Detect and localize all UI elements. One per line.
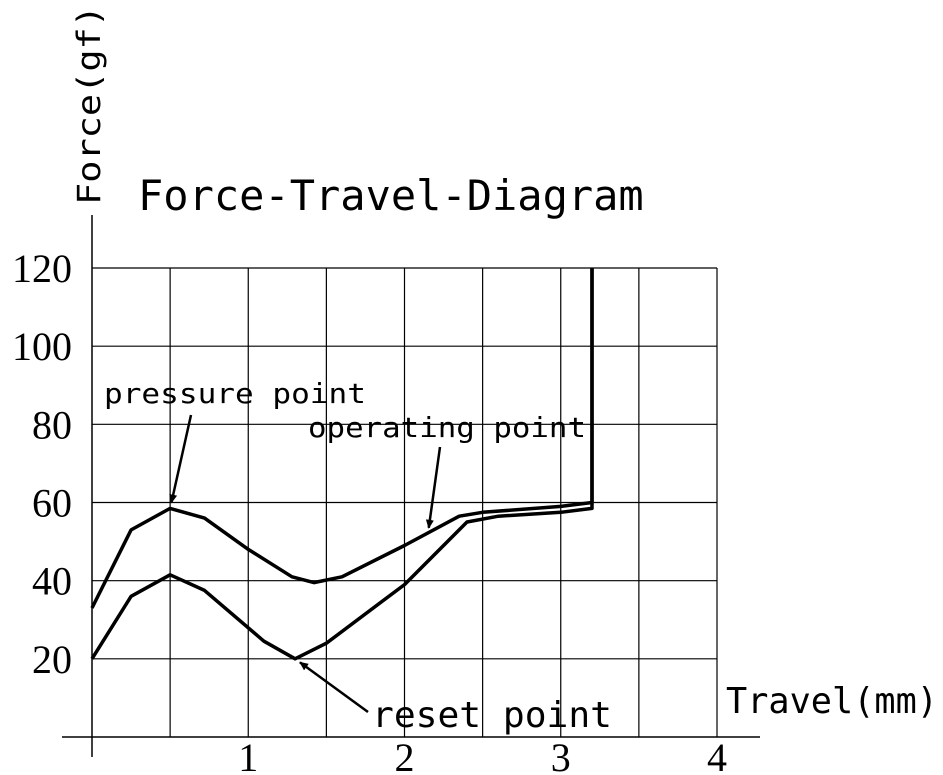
- series-line-lower: [90, 268, 594, 661]
- x-tick-label: 2: [395, 735, 415, 775]
- x-axis-label: Travel(mm): [726, 681, 938, 722]
- y-axis-label: Force(gf): [70, 5, 108, 205]
- y-tick-label: 120: [12, 246, 72, 291]
- grid: [92, 267, 718, 737]
- tick-labels: 20 40 60 80 100 120 1 2 3 4: [12, 246, 727, 775]
- y-tick-label: 80: [32, 402, 72, 447]
- annotation-label: reset point: [372, 695, 612, 736]
- series-line-upper: [90, 268, 594, 609]
- x-tick-label: 3: [551, 735, 571, 775]
- annotation-arrow: [425, 446, 442, 529]
- annotation-arrow: [169, 414, 193, 504]
- chart-title: Force-Travel-Diagram: [138, 171, 644, 220]
- annotation-label: operating point: [308, 411, 586, 444]
- annotation-label: pressure point: [104, 377, 366, 410]
- y-tick-label: 20: [32, 637, 72, 682]
- y-tick-label: 100: [12, 324, 72, 369]
- x-tick-label: 4: [707, 735, 727, 775]
- annotation-arrow: [299, 661, 369, 714]
- axes: [62, 215, 760, 757]
- data-series: [90, 268, 594, 661]
- x-tick-label: 1: [238, 735, 258, 775]
- y-tick-label: 40: [32, 559, 72, 604]
- y-tick-label: 60: [32, 481, 72, 526]
